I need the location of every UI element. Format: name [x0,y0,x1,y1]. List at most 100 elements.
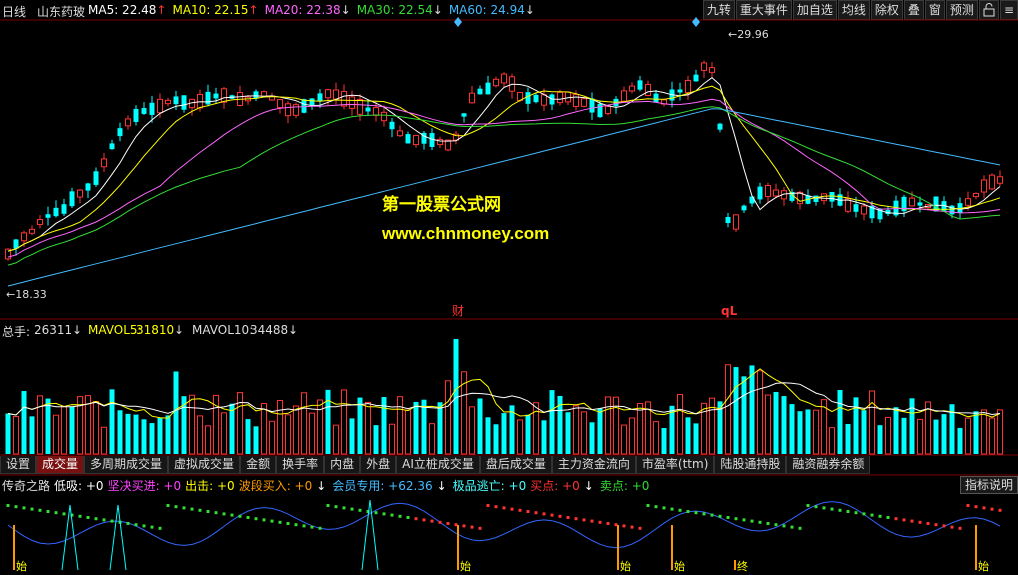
candle-down [93,171,99,185]
volume-bar-up [613,396,619,455]
indicator-spike [361,499,379,571]
indicator-dot [934,523,938,527]
candle-down [813,195,819,203]
indicator-legend-item: 低吸: +0 [54,479,104,493]
indicator-header: 传奇之路 低吸: +0 坚决买进: +0 出击: +0 波段买入: +0 ↓ 会员专用: +… [0,476,1018,493]
indicator-tab[interactable]: 盘后成交量 [479,456,552,474]
toolbar-button[interactable]: 除权 [870,0,903,20]
candle-down [877,208,883,220]
candle-down [173,96,179,105]
indicator-tab[interactable]: 换手率 [276,456,325,474]
candle-down [749,196,755,204]
candle-down [205,91,211,105]
indicator-tab[interactable]: 主力资金流向 [551,456,636,474]
candle-down [61,204,67,214]
volume-bar-down [373,425,379,454]
toolbar-button[interactable]: 九转 [702,0,735,20]
indicator-dot [822,506,826,510]
indicator-tab[interactable]: 金额 [240,456,277,474]
indicator-legend-item: ↓ [583,479,594,493]
indicator-dot [622,524,626,528]
volume-bar-up [429,423,435,455]
toolbar-button[interactable]: 叠 [903,0,924,20]
indicator-legend-item: 极品逃亡: +0 [452,479,527,493]
indicator-tab[interactable]: 陆股通持股 [714,456,787,474]
candle-up [101,158,107,168]
candle-up [493,78,499,87]
indicator-dot [406,516,410,519]
toolbar-button[interactable]: 预测 [945,0,978,20]
indicator-dot [54,511,58,515]
candle-down [133,108,139,122]
volume-bar-up [61,406,67,455]
indicator-dot [814,505,818,509]
mavol5-label: MAVOL5: [88,323,142,337]
toolbar-button[interactable]: 加自选 [792,0,837,20]
ma-legend-item: MA60: 24.94↓ [449,3,535,17]
volume-bar-up [821,399,827,455]
candle-down [741,205,747,211]
volume-bar-up [397,396,403,455]
candle-down [693,74,699,82]
indicator-tab[interactable]: 市盈率(ttm) [635,456,715,474]
toolbar-button[interactable]: 窗 [924,0,945,20]
candle-down [949,205,955,215]
indicator-dot [766,522,770,525]
indicator-tab[interactable]: 融资融券余额 [786,456,871,474]
volume-bar-up [341,389,347,455]
lock-icon[interactable] [978,0,999,20]
indicator-spike [61,504,79,571]
candle-down [117,128,123,137]
candle-up [773,189,779,197]
indicator-help-button[interactable]: 指标说明 [959,476,1018,494]
candle-down [901,196,907,212]
volume-total-arrow: ↓ [72,323,83,337]
indicator-dot [582,518,586,522]
indicator-tab[interactable]: 成交量 [36,456,85,474]
volume-bar-up [317,399,323,455]
indicator-tab[interactable]: 虚拟成交量 [168,456,241,474]
indicator-tab[interactable]: 外盘 [360,456,397,474]
indicator-dot [798,526,802,530]
indicator-legend-item: 坚决买进: +0 [107,479,182,493]
volume-bar-up [285,414,291,455]
indicator-dot [950,525,954,529]
indicator-tab[interactable]: 内盘 [324,456,361,474]
volume-bar-up [637,403,643,455]
indicator-dot [438,520,442,524]
candle-up [165,99,171,105]
volume-bar-down [893,407,899,454]
indicator-dot [334,505,338,509]
indicator-tab[interactable]: 设置 [0,456,37,474]
volume-bar-down [493,424,499,454]
chart-toolbar: 九转 重大事件 加自选 均线 除权叠窗预测 ≡ [702,0,1018,20]
ma-legend-text: MA20: 22.38 [264,3,341,17]
candle-up [709,67,715,73]
toolbar-button[interactable]: 均线 [837,0,870,20]
indicator-dot [910,519,914,523]
volume-bar-down [549,390,555,454]
candle-down [85,183,91,191]
indicator-dot [246,516,250,519]
ma-legend: MA5: 22.48↑ MA10: 22.15↑ MA20: 22.38↓ MA30:… [88,3,541,17]
indicator-dot [486,504,490,507]
indicator-dot [502,506,506,510]
volume-bar-up [981,409,987,455]
ma-legend-item: MA10: 22.15↑ [172,3,258,17]
indicator-dot [358,508,362,512]
volume-bar-down [173,371,179,454]
volume-bar-up [725,364,731,455]
indicator-dot [398,514,402,518]
candle-up [413,134,419,146]
candle-up [325,89,331,99]
indicator-tab[interactable]: AI立桩成交量 [396,456,480,474]
indicator-legend-item: 卖点: +0 [599,479,650,493]
indicator-dot [166,504,170,507]
indicator-tab[interactable]: 多周期成交量 [84,456,169,474]
period-label[interactable]: 日线 [2,5,27,19]
indicator-dot [366,510,370,513]
volume-bar-down [453,339,459,454]
indicator-dot [894,517,898,521]
candle-up [645,84,651,96]
indicator-legend-item: 买点: +0 [530,479,580,493]
